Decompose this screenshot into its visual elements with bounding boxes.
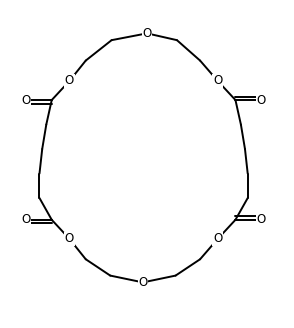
- Text: O: O: [257, 93, 266, 107]
- Text: O: O: [142, 27, 152, 40]
- Text: O: O: [65, 74, 74, 88]
- Text: O: O: [213, 232, 222, 245]
- Text: O: O: [213, 74, 222, 88]
- Text: O: O: [65, 232, 74, 245]
- Text: O: O: [138, 276, 148, 289]
- Text: O: O: [21, 93, 31, 107]
- Text: O: O: [21, 213, 31, 226]
- Text: O: O: [257, 213, 266, 226]
